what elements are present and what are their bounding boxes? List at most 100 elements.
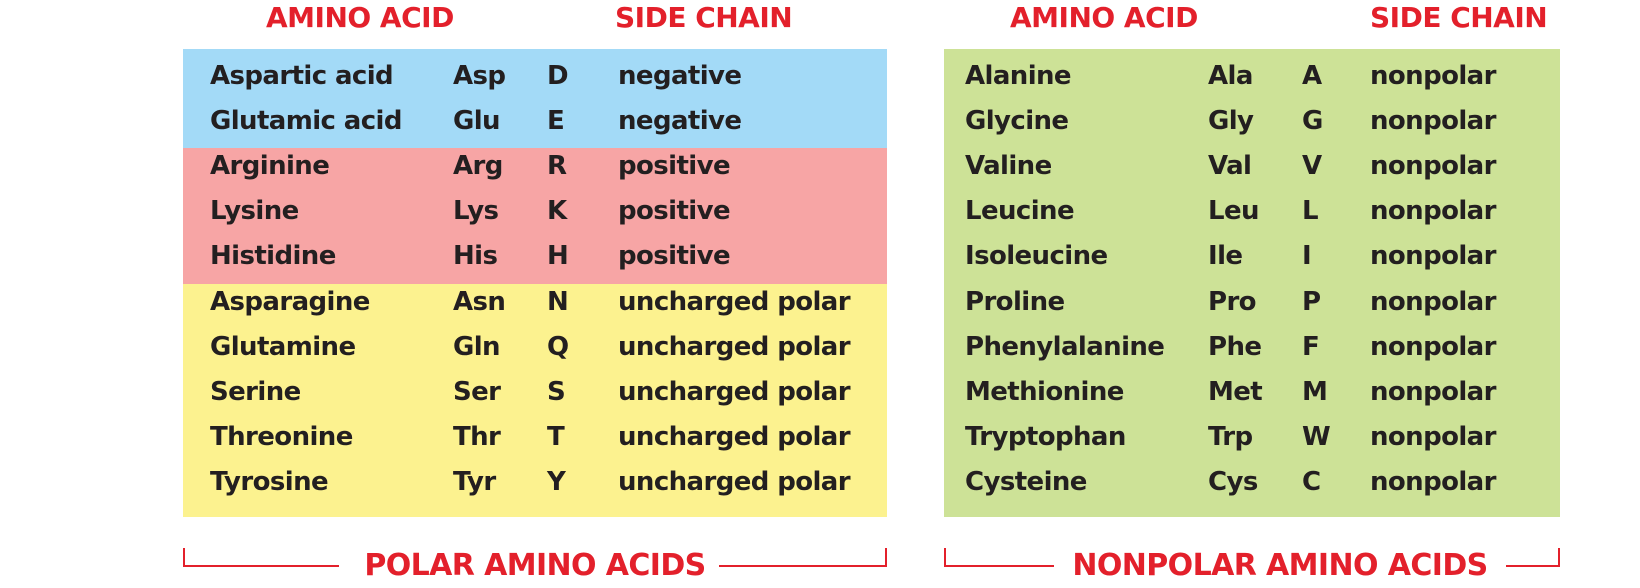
three-letter-code: Glu bbox=[453, 106, 501, 137]
polar-header-side-chain: SIDE CHAIN bbox=[615, 1, 793, 34]
bracket-line-right bbox=[719, 565, 887, 567]
three-letter-code: Leu bbox=[1208, 196, 1260, 227]
three-letter-code: Arg bbox=[453, 151, 503, 182]
amino-acid-name: Glycine bbox=[965, 106, 1069, 137]
three-letter-code: Lys bbox=[453, 196, 499, 227]
side-chain-type: nonpolar bbox=[1370, 286, 1496, 317]
polar-header-amino-acid: AMINO ACID bbox=[266, 1, 454, 34]
one-letter-code: R bbox=[547, 151, 567, 182]
one-letter-code: H bbox=[547, 241, 569, 272]
three-letter-code: Ala bbox=[1208, 61, 1253, 91]
amino-acid-name: Serine bbox=[210, 376, 301, 407]
three-letter-code: Asp bbox=[453, 61, 506, 91]
nonpolar-footer-bracket: NONPOLAR AMINO ACIDS bbox=[944, 548, 1560, 588]
side-chain-type: nonpolar bbox=[1370, 421, 1496, 452]
one-letter-code: S bbox=[547, 376, 566, 407]
three-letter-code: Pro bbox=[1208, 286, 1257, 317]
one-letter-code: W bbox=[1302, 421, 1331, 452]
bracket-tick-left bbox=[183, 548, 185, 567]
polar-footer-bracket: POLAR AMINO ACIDS bbox=[183, 548, 887, 588]
side-chain-type: nonpolar bbox=[1370, 151, 1496, 182]
one-letter-code: Y bbox=[547, 466, 566, 497]
side-chain-type: positive bbox=[618, 151, 731, 182]
side-chain-type: positive bbox=[618, 241, 731, 272]
amino-acid-name: Glutamic acid bbox=[210, 106, 402, 137]
uncharged-polar-band bbox=[183, 284, 887, 517]
side-chain-type: nonpolar bbox=[1370, 331, 1496, 362]
one-letter-code: G bbox=[1302, 106, 1323, 137]
one-letter-code: V bbox=[1302, 151, 1322, 182]
one-letter-code: L bbox=[1302, 196, 1319, 227]
one-letter-code: A bbox=[1302, 61, 1322, 91]
side-chain-type: positive bbox=[618, 196, 731, 227]
polar-footer-label: POLAR AMINO ACIDS bbox=[364, 548, 706, 583]
three-letter-code: Tyr bbox=[453, 466, 496, 497]
amino-acid-name: Tyrosine bbox=[210, 466, 329, 497]
three-letter-code: Trp bbox=[1208, 421, 1253, 452]
one-letter-code: Q bbox=[547, 331, 569, 362]
side-chain-type: uncharged polar bbox=[618, 421, 851, 452]
amino-acid-name: Methionine bbox=[965, 376, 1124, 407]
amino-acid-name: Leucine bbox=[965, 196, 1075, 227]
bracket-tick-right bbox=[1558, 548, 1560, 567]
amino-acid-name: Phenylalanine bbox=[965, 331, 1165, 362]
bracket-line-left bbox=[183, 565, 339, 567]
three-letter-code: Val bbox=[1208, 151, 1252, 182]
side-chain-type: nonpolar bbox=[1370, 196, 1496, 227]
side-chain-type: uncharged polar bbox=[618, 331, 851, 362]
one-letter-code: F bbox=[1302, 331, 1320, 362]
side-chain-type: nonpolar bbox=[1370, 376, 1496, 407]
one-letter-code: D bbox=[547, 61, 569, 91]
side-chain-type: nonpolar bbox=[1370, 106, 1496, 137]
three-letter-code: Gly bbox=[1208, 106, 1254, 137]
side-chain-type: negative bbox=[618, 106, 742, 137]
amino-acid-name: Lysine bbox=[210, 196, 299, 227]
amino-acid-name: Glutamine bbox=[210, 331, 356, 362]
amino-acid-name: Isoleucine bbox=[965, 241, 1108, 272]
amino-acid-name: Asparagine bbox=[210, 286, 370, 317]
one-letter-code: P bbox=[1302, 286, 1321, 317]
three-letter-code: Gln bbox=[453, 331, 501, 362]
amino-acid-name: Proline bbox=[965, 286, 1065, 317]
side-chain-type: uncharged polar bbox=[618, 466, 851, 497]
three-letter-code: Met bbox=[1208, 376, 1263, 407]
three-letter-code: Cys bbox=[1208, 466, 1258, 497]
side-chain-type: nonpolar bbox=[1370, 61, 1496, 91]
bracket-line-left bbox=[944, 565, 1054, 567]
nonpolar-footer-label: NONPOLAR AMINO ACIDS bbox=[1072, 548, 1488, 583]
bracket-line-right bbox=[1506, 565, 1560, 567]
side-chain-type: nonpolar bbox=[1370, 466, 1496, 497]
side-chain-type: uncharged polar bbox=[618, 376, 851, 407]
three-letter-code: Asn bbox=[453, 286, 506, 317]
one-letter-code: C bbox=[1302, 466, 1321, 497]
amino-acid-name: Alanine bbox=[965, 61, 1072, 91]
three-letter-code: His bbox=[453, 241, 498, 272]
three-letter-code: Ile bbox=[1208, 241, 1243, 272]
three-letter-code: Thr bbox=[453, 421, 501, 452]
one-letter-code: M bbox=[1302, 376, 1328, 407]
amino-acid-name: Threonine bbox=[210, 421, 353, 452]
one-letter-code: E bbox=[547, 106, 565, 137]
three-letter-code: Ser bbox=[453, 376, 501, 407]
